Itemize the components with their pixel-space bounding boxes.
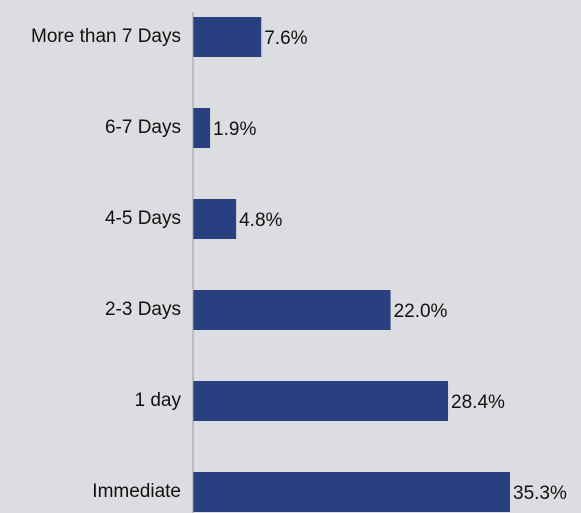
value-label-4-5-days: 4.8%: [239, 210, 282, 231]
category-label-1-day: 1 day: [135, 390, 182, 411]
bar-2-3-days: [193, 290, 391, 330]
bar-6-7-days: [193, 108, 211, 148]
value-label-1-day: 28.4%: [451, 392, 505, 413]
bar-more-than-7-days: [193, 17, 262, 57]
value-label-immediate: 35.3%: [513, 483, 567, 504]
category-label-6-7-days: 6-7 Days: [105, 117, 181, 138]
value-label-6-7-days: 1.9%: [213, 119, 256, 140]
category-label-immediate: Immediate: [92, 481, 181, 502]
category-label-4-5-days: 4-5 Days: [105, 208, 181, 229]
category-label-2-3-days: 2-3 Days: [105, 299, 181, 320]
value-label-2-3-days: 22.0%: [394, 301, 448, 322]
bar-1-day: [193, 381, 449, 421]
labels-group: More than 7 Days 7.6% 6-7 Days 1.9% 4-5 Days…: [31, 26, 567, 504]
bar-immediate: [193, 472, 510, 512]
bar-4-5-days: [193, 199, 237, 239]
value-label-more-than-7-days: 7.6%: [264, 28, 307, 49]
bars-group: [193, 17, 510, 512]
category-label-more-than-7-days: More than 7 Days: [31, 26, 181, 47]
